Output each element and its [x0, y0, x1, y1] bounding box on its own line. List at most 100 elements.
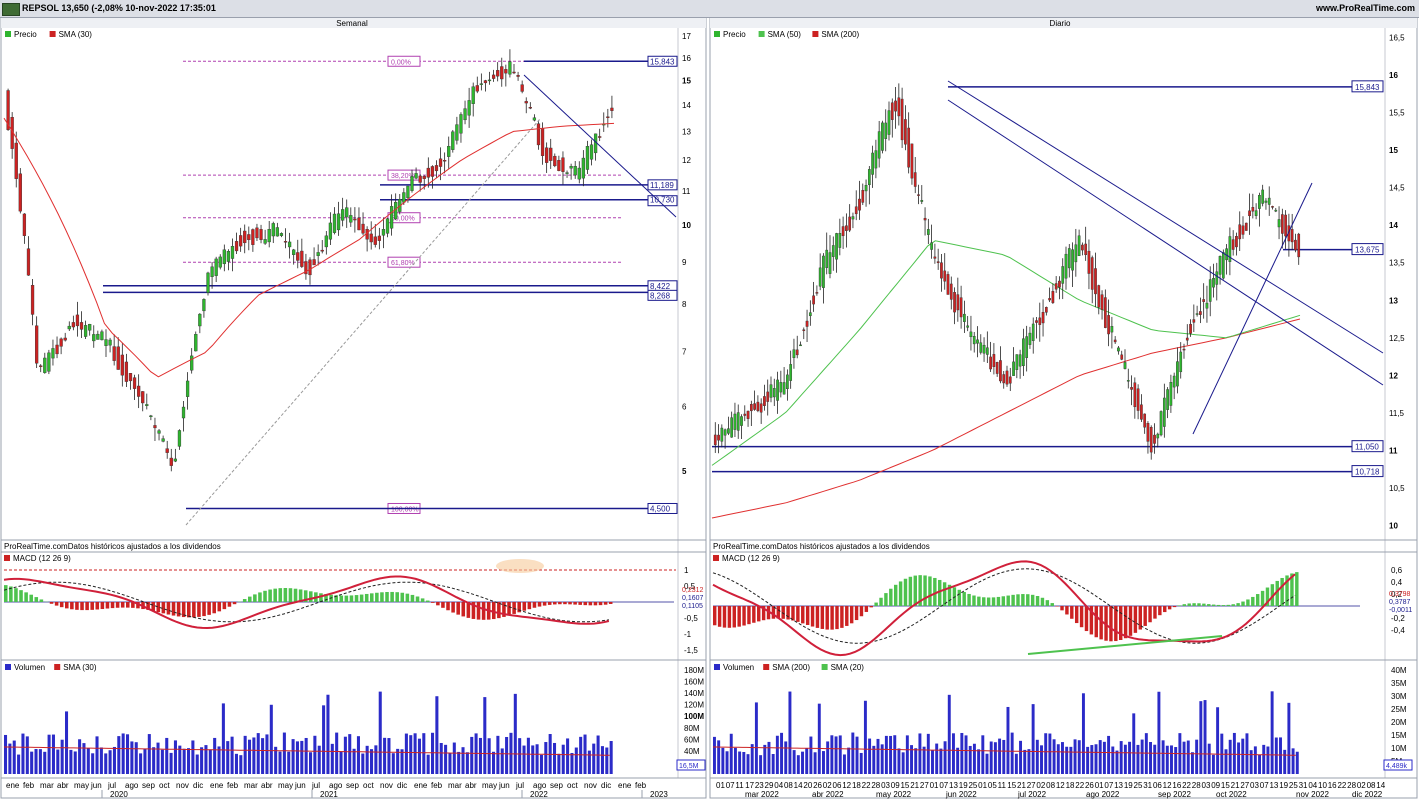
candle [1157, 434, 1159, 438]
macd-hist-bar [757, 606, 760, 621]
macd-tick: -1 [684, 630, 692, 639]
volume-bar [1208, 744, 1211, 774]
volume-bar [755, 702, 758, 774]
candle [525, 101, 528, 103]
volume-bar [91, 753, 94, 774]
macd-hist-bar [806, 606, 809, 625]
volume-bar [209, 749, 212, 774]
candle [1055, 283, 1057, 289]
hline-label: 11,189 [650, 181, 674, 190]
volume-bar [1132, 713, 1135, 774]
volume-bar [244, 736, 247, 774]
volume-bar [109, 750, 112, 774]
candle [862, 190, 864, 202]
volume-bar [1011, 733, 1014, 774]
volume-bar [444, 745, 447, 774]
volume-bar [885, 736, 888, 774]
macd-hist-bar [1168, 606, 1171, 609]
volume-bar [1057, 744, 1060, 774]
candle [721, 428, 723, 441]
macd-hist-bar [1178, 605, 1181, 606]
volume-bar [21, 734, 24, 774]
volume-bar [239, 755, 242, 774]
macd-hist-bar [4, 585, 8, 602]
candle [878, 132, 880, 159]
site-link[interactable]: www.ProRealTime.com [1316, 3, 1415, 13]
candle [606, 117, 609, 118]
macd-hist-bar [1060, 606, 1063, 610]
volume-bar [17, 755, 20, 774]
volume-bar [1036, 740, 1039, 774]
volume-bar [100, 747, 103, 774]
daily-panel[interactable]: Diario Precio SMA (50) SMA (200) 16,5 16 15,… [710, 18, 1417, 799]
price-tick: 17 [682, 32, 691, 41]
volume-bar [401, 749, 404, 774]
candle [796, 350, 798, 355]
month-tick: mar [244, 781, 258, 790]
volume-bar [1048, 734, 1051, 774]
volume-bar [183, 749, 186, 774]
volume-tick: 160M [684, 678, 704, 687]
price-tick: 11,5 [1389, 409, 1405, 418]
candle [378, 236, 381, 241]
macd-hist-bar [1246, 599, 1249, 606]
candle [23, 214, 26, 236]
candle [816, 292, 818, 293]
legend-swatch [812, 31, 818, 37]
volume-bar [1111, 747, 1114, 774]
candle [415, 173, 418, 178]
candle [776, 380, 778, 401]
volume-bar [1069, 747, 1072, 774]
candle [570, 166, 573, 168]
candle [1121, 355, 1123, 360]
macd-hist-bar [840, 606, 843, 628]
volume-bar [457, 752, 460, 774]
charts-area[interactable]: Semanal Precio SMA (30) 17161514131211109… [0, 18, 1419, 800]
candle [68, 326, 71, 329]
candle [19, 174, 22, 211]
volume-bar [348, 734, 351, 774]
hline-label: 10,718 [1355, 468, 1380, 477]
candle [341, 209, 344, 220]
month-tick: jul [107, 781, 116, 790]
macd-hist-bar [202, 602, 206, 616]
volume-bar [1275, 738, 1278, 774]
candle [419, 176, 422, 182]
weekly-panel[interactable]: Semanal Precio SMA (30) 17161514131211109… [1, 18, 706, 799]
candle [757, 402, 759, 411]
macd-hist-bar [533, 602, 537, 608]
month-tick: ago [533, 781, 547, 790]
month-tick: dic [397, 781, 407, 790]
month-tick: mar 2022 [745, 790, 779, 799]
volume-bar [1044, 733, 1047, 774]
volume-bar [56, 750, 59, 774]
volume-tick: 180M [684, 666, 704, 675]
month-tick: jul [311, 781, 320, 790]
candle [819, 268, 821, 286]
volume-bar [305, 738, 308, 774]
volume-bar [1027, 749, 1030, 774]
candle [747, 411, 749, 419]
day-tick: 22 [1337, 781, 1346, 790]
candle [451, 132, 454, 150]
macd-hist-bar [1187, 603, 1190, 606]
volume-bar [257, 733, 260, 774]
candle [891, 103, 893, 120]
price-tick: 11 [1389, 446, 1398, 455]
price-tick: 13 [1389, 296, 1398, 305]
volume-bar [939, 749, 942, 774]
volume-bar [562, 745, 565, 774]
candle [1189, 324, 1191, 333]
volume-bar [1128, 742, 1131, 774]
day-tick: 18 [1066, 781, 1075, 790]
candle [227, 251, 230, 261]
volume-bar [191, 740, 194, 774]
volume-bar [326, 695, 329, 774]
day-tick: 29 [765, 781, 774, 790]
macd-hist-bar [845, 606, 848, 626]
candle [1298, 234, 1300, 257]
candle [88, 324, 91, 330]
volume-bar [357, 736, 360, 774]
candle [993, 354, 995, 366]
candle [468, 100, 471, 115]
